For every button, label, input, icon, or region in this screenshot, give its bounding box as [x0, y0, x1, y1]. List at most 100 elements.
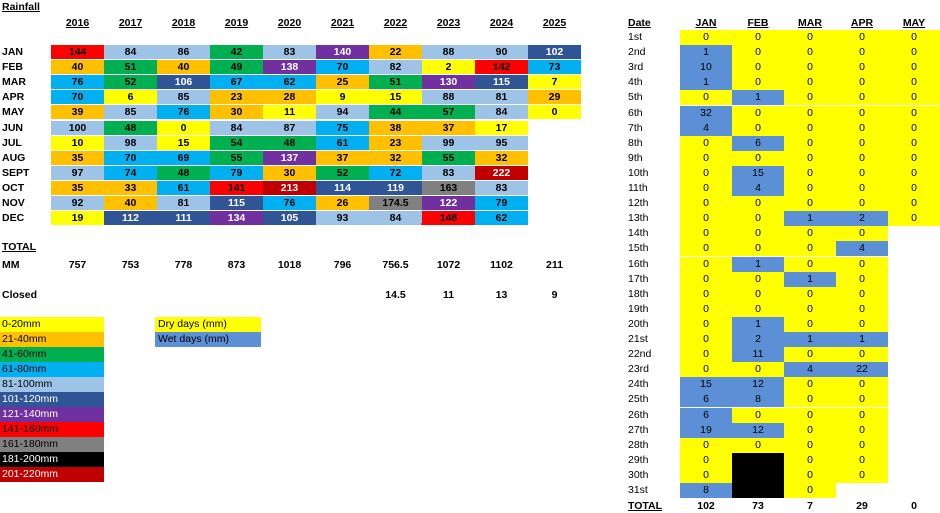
- date-label: 9th: [628, 151, 643, 164]
- month-label: DEC: [2, 212, 25, 225]
- rainfall-cell: 55: [210, 150, 263, 165]
- daily-cell: 0: [784, 226, 836, 242]
- month-label: JUN: [2, 121, 24, 134]
- daily-cell: 0: [784, 437, 836, 453]
- rainfall-cell: 61: [316, 135, 369, 150]
- rainfall-cell: 115: [475, 75, 528, 90]
- daily-cell: 6: [680, 392, 732, 408]
- daily-cell: 10: [680, 60, 732, 76]
- daily-cell: 0: [680, 256, 732, 272]
- daily-cell: 0: [732, 150, 784, 166]
- date-label: 16th: [628, 257, 649, 270]
- closed-value: 14.5: [385, 289, 406, 301]
- daily-cell: 0: [888, 75, 940, 91]
- daily-cell: 0: [836, 467, 888, 483]
- rainfall-cell: 102: [528, 45, 581, 59]
- rainfall-cell: 30: [210, 105, 263, 120]
- rainfall-cell: 85: [157, 90, 210, 105]
- daily-cell: 0: [784, 90, 836, 106]
- legend-item: 121-140mm: [0, 407, 104, 422]
- rainfall-cell: 30: [263, 165, 316, 180]
- date-label: 14th: [628, 227, 649, 240]
- rainfall-cell: 40: [104, 196, 157, 210]
- date-label: 13th: [628, 212, 649, 225]
- daily-cell: 0: [888, 150, 940, 166]
- daily-cell: 0: [680, 271, 732, 287]
- daily-cell: 0: [836, 60, 888, 76]
- rainfall-cell: 62: [263, 75, 316, 90]
- daily-cell: 1: [784, 211, 836, 227]
- daily-cell: 1: [732, 256, 784, 272]
- daily-cell: 0: [888, 211, 940, 227]
- daily-cell: 0: [680, 165, 732, 181]
- daily-cell: 1: [836, 332, 888, 347]
- daily-cell: 0: [680, 332, 732, 347]
- daily-cell: 0: [784, 120, 836, 136]
- date-label: 21st: [628, 333, 648, 345]
- daily-cell: 6: [680, 407, 732, 423]
- rainfall-cell: 114: [316, 180, 369, 195]
- rainfall-cell: 95: [475, 135, 528, 150]
- rainfall-cell: 115: [210, 196, 263, 210]
- rainfall-cell: 32: [369, 150, 422, 165]
- daily-cell: 0: [784, 196, 836, 212]
- rainfall-cell: 88: [422, 90, 475, 105]
- daily-cell: 0: [888, 60, 940, 76]
- daily-month-total: 29: [856, 500, 868, 512]
- daily-cell: 0: [680, 316, 732, 332]
- legend-item: 0-20mm: [0, 317, 104, 332]
- date-label: 11th: [628, 182, 648, 194]
- daily-cell: 0: [836, 120, 888, 136]
- daily-cell: 0: [732, 30, 784, 45]
- year-header: 2023: [436, 17, 461, 29]
- rainfall-cell: 82: [369, 60, 422, 75]
- daily-cell: 1: [680, 45, 732, 61]
- daily-cell: 0: [732, 271, 784, 287]
- rainfall-cell: 111: [157, 211, 210, 226]
- year-total: 873: [227, 259, 246, 271]
- daily-cell: 0: [784, 150, 836, 166]
- date-label: 27th: [628, 423, 649, 436]
- daily-cell: 0: [784, 392, 836, 408]
- wet-days-key: Wet days (mm): [155, 332, 261, 347]
- legend-item: 181-200mm: [0, 452, 104, 467]
- daily-cell: 0: [784, 181, 836, 196]
- daily-cell: 0: [784, 30, 836, 45]
- rainfall-cell: 25: [316, 75, 369, 90]
- daily-cell: 0: [888, 196, 940, 212]
- rainfall-cell: 144: [51, 45, 104, 59]
- date-label: 17th: [628, 272, 649, 285]
- daily-month-total: 73: [752, 500, 764, 512]
- daily-cell: 0: [836, 30, 888, 45]
- daily-month-header: MAY: [902, 17, 926, 29]
- year-total: 1018: [277, 259, 302, 271]
- date-label: 10th: [628, 166, 649, 179]
- rainfall-cell: 83: [263, 45, 316, 59]
- year-header: 2018: [171, 17, 196, 29]
- rainfall-cell: 90: [475, 45, 528, 59]
- daily-cell: 0: [888, 181, 940, 196]
- year-header: 2020: [277, 17, 302, 29]
- date-label: 2nd: [628, 46, 646, 59]
- daily-cell: 0: [784, 75, 836, 91]
- rainfall-cell: 87: [263, 120, 316, 135]
- daily-month-total: 0: [911, 500, 917, 512]
- rainfall-cell: 97: [51, 165, 104, 180]
- year-header: 2017: [118, 17, 143, 29]
- rainfall-cell: 76: [51, 75, 104, 90]
- rainfall-cell: 84: [369, 211, 422, 226]
- rainfall-cell: 15: [157, 135, 210, 150]
- legend-item: 61-80mm: [0, 362, 104, 377]
- daily-cell: 0: [732, 407, 784, 423]
- year-header: 2016: [65, 17, 90, 29]
- rainfall-cell: 93: [316, 211, 369, 226]
- rainfall-cell: 99: [422, 135, 475, 150]
- rainfall-cell: 7: [528, 75, 581, 90]
- daily-cell: 0: [836, 407, 888, 423]
- daily-total-label: TOTAL: [628, 500, 663, 512]
- daily-cell: 2: [836, 211, 888, 227]
- date-label: 5th: [628, 91, 643, 104]
- month-label: SEPT: [2, 166, 30, 179]
- rainfall-cell: 94: [316, 105, 369, 120]
- rainfall-cell: 81: [475, 90, 528, 105]
